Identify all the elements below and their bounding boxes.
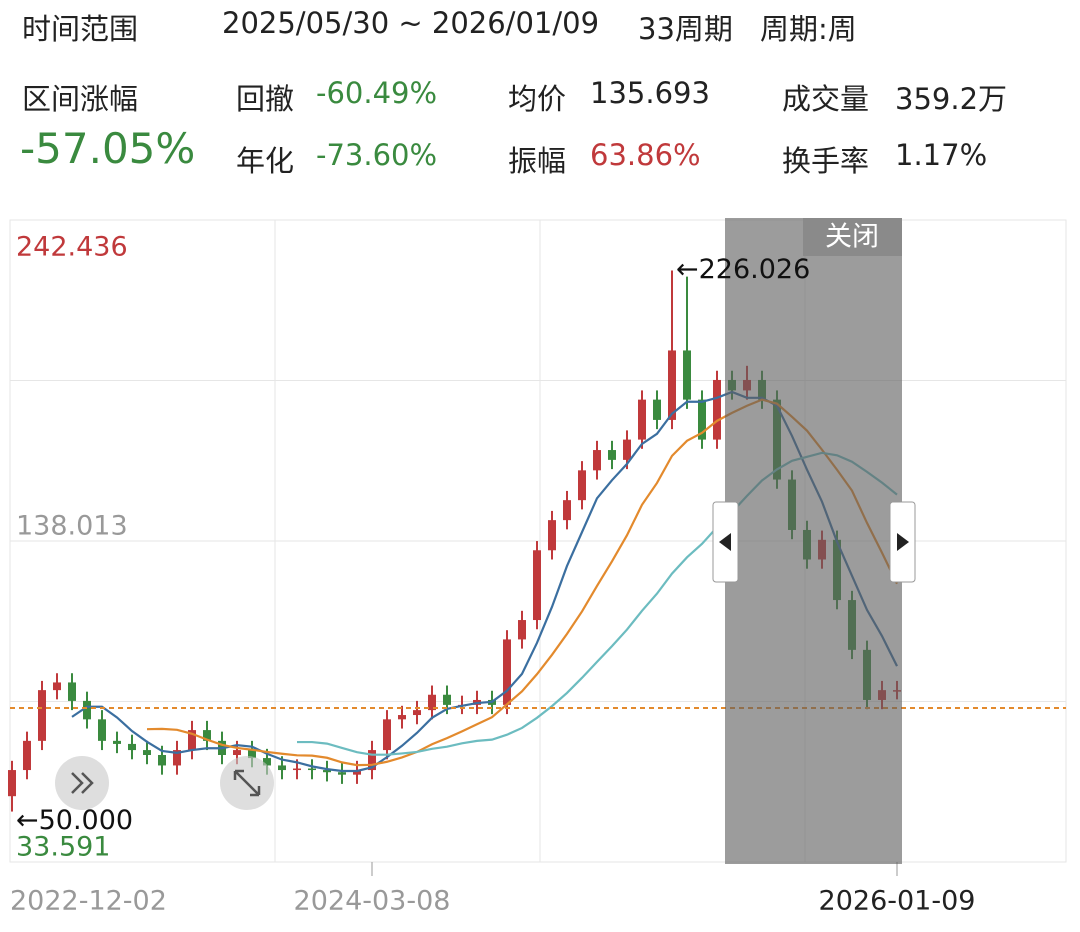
periods: 33周期 (638, 12, 733, 46)
close-button[interactable] (803, 218, 902, 256)
candle-body (338, 772, 346, 775)
x-tick-label: 2024-03-08 (294, 886, 451, 917)
y-tick-label: 138.013 (16, 511, 128, 542)
candle-body (428, 694, 436, 711)
candle-body (383, 719, 391, 751)
candle-body (53, 682, 61, 691)
y-tick-label: 242.436 (16, 232, 128, 263)
candle-body (8, 770, 16, 797)
min-label: ←50.000 (16, 805, 133, 836)
candle-body (233, 750, 241, 755)
candle-body (698, 399, 706, 440)
candle-body (143, 750, 151, 755)
candle-body (188, 730, 196, 751)
candle-body (158, 754, 166, 766)
change: -57.05% (20, 124, 196, 173)
vol-label: 成交量 (782, 82, 870, 116)
candle-body (533, 550, 541, 621)
drawdown: -60.49% (316, 76, 438, 110)
candle-body (563, 500, 571, 521)
change-label: 区间涨幅 (22, 82, 139, 116)
candle-body (98, 719, 106, 741)
candle-body (68, 682, 76, 701)
x-tick-label: 2022-12-02 (10, 886, 167, 917)
candle-body (368, 750, 376, 771)
candle-body (38, 690, 46, 741)
vol: 359.2万 (895, 82, 1008, 116)
expand-icon (71, 772, 94, 794)
y-tick-label: 33.591 (16, 832, 110, 863)
amp-label: 振幅 (508, 144, 567, 178)
candle-body (578, 470, 586, 501)
x-tick-label: 2026-01-09 (819, 886, 976, 917)
turnover: 1.17% (895, 138, 988, 172)
candle-body (668, 350, 676, 420)
range-label: 时间范围 (22, 12, 139, 46)
drawdown-label: 回撤 (236, 82, 295, 116)
candle-body (203, 730, 211, 741)
candle-body (683, 350, 691, 400)
avg: 135.693 (590, 76, 710, 110)
candle-body (113, 740, 121, 744)
candle-body (248, 750, 256, 759)
avg-label: 均价 (508, 82, 567, 116)
left-arrow (719, 533, 731, 551)
candle-body (308, 768, 316, 771)
range: 2025/05/30 ~ 2026/01/09 (222, 6, 600, 40)
candle-body (593, 450, 601, 471)
selection-overlay (725, 218, 902, 864)
close-button-label[interactable]: 关闭 (825, 222, 879, 253)
candle-body (653, 399, 661, 420)
annual: -73.60% (316, 138, 438, 172)
candle-body (323, 770, 331, 773)
right-arrow (897, 533, 909, 551)
candle-body (548, 520, 556, 551)
candle-body (638, 399, 646, 440)
candle-body (128, 743, 136, 751)
candle-body (83, 700, 91, 720)
candle-body (623, 439, 631, 460)
candle-body (293, 768, 301, 771)
candle-body (263, 758, 271, 766)
candle-body (443, 694, 451, 705)
candle-body (413, 710, 421, 716)
annual-label: 年化 (236, 144, 295, 178)
amp: 63.86% (590, 138, 701, 172)
candle-body (518, 620, 526, 640)
fullscreen-icon (233, 769, 261, 797)
candle-body (503, 639, 511, 705)
candle-body (23, 740, 31, 771)
candle-body (608, 450, 616, 460)
candle-body (173, 750, 181, 766)
candle-body (713, 379, 721, 440)
candle-body (398, 715, 406, 720)
period: 周期:周 (760, 12, 857, 46)
candle-body (278, 765, 286, 771)
max-label: ←226.026 (676, 254, 810, 285)
turnover-label: 换手率 (782, 144, 870, 178)
candle-body (353, 770, 361, 775)
